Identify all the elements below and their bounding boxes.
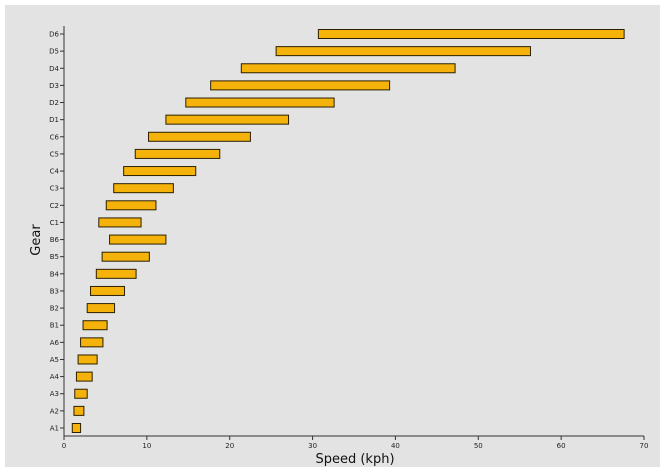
x-tick-label: 60 [557,442,566,450]
bar-d6 [317,29,625,39]
chart-background [5,5,660,467]
y-tick-label: C5 [50,150,59,158]
y-tick-label: D4 [49,65,59,73]
bar-a5 [77,354,98,365]
bar-b5 [101,251,150,262]
y-tick-label: C6 [50,133,60,141]
y-tick-label: B6 [50,236,60,244]
bar-d5 [275,46,531,57]
y-tick-label: D1 [49,116,59,124]
y-tick-label: B3 [50,287,59,295]
bar-series [71,29,625,433]
x-tick-label: 50 [474,442,483,450]
y-tick-label: A1 [50,425,59,433]
bar-b3 [90,285,125,296]
y-tick-label: A6 [50,339,60,347]
x-tick-label: 30 [308,442,317,450]
y-tick-label: A4 [50,373,60,381]
y-tick-label: B1 [50,322,59,330]
bar-a6 [80,337,104,348]
y-tick-label: D2 [49,99,59,107]
bar-a3 [74,388,88,399]
y-tick-label: A2 [50,407,59,415]
bar-c6 [148,131,251,142]
x-tick-label: 20 [225,442,234,450]
y-tick-label: C4 [50,168,60,176]
y-tick-label: D3 [49,82,59,90]
y-axis-title: Gear [29,224,44,256]
x-axis-title: Speed (kph) [315,452,394,467]
bar-a4 [75,371,93,382]
bar-c1 [98,217,142,228]
y-tick-label: B2 [50,305,59,313]
bar-b4 [95,268,137,279]
bar-b1 [82,320,108,331]
bar-a1 [71,423,82,433]
bar-c5 [134,148,221,159]
bar-b6 [109,234,167,245]
y-tick-label: C3 [50,185,59,193]
x-tick-label: 0 [62,442,66,450]
bar-c3 [113,183,174,194]
bar-d2 [185,97,335,108]
bar-c2 [105,200,157,211]
y-tick-label: B5 [50,253,59,261]
x-tick-label: 40 [391,442,400,450]
x-tick-label: 10 [142,442,151,450]
y-tick-label: B4 [50,270,60,278]
axes: 0 10 20 30 40 50 60 70 A1 A2 A3 A4 A5 A6 B1 B2 B3 B4 B5 B6 C… [49,26,648,450]
x-tick-label: 70 [640,442,649,450]
bar-d3 [210,80,391,91]
y-tick-label: D5 [49,48,59,56]
bar-b2 [86,303,116,314]
y-tick-label: C2 [50,202,59,210]
bar-c4 [123,166,197,177]
y-tick-label: D6 [49,31,59,39]
bar-a2 [73,405,85,416]
bar-d4 [240,63,456,74]
y-tick-label: A5 [50,356,59,364]
y-tick-label: C1 [50,219,59,227]
y-tick-label: A3 [50,390,59,398]
bar-d1 [165,114,290,125]
